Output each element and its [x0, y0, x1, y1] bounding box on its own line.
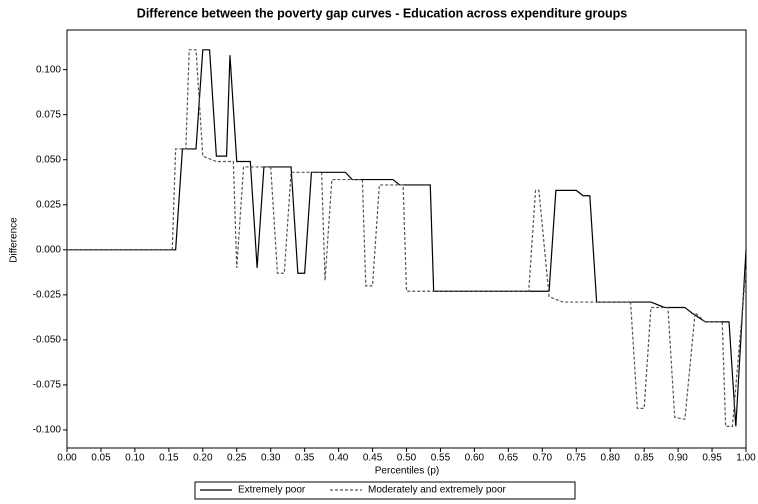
- x-tick-label: 0.45: [363, 453, 383, 464]
- x-tick-label: 0.90: [668, 453, 688, 464]
- x-tick-label: 0.05: [91, 453, 111, 464]
- x-tick-label: 0.25: [227, 453, 247, 464]
- y-tick-label: 0.050: [36, 154, 61, 165]
- legend-label: Moderately and extremely poor: [368, 485, 507, 496]
- x-tick-label: 0.75: [567, 453, 587, 464]
- series-line: [67, 49, 747, 427]
- y-tick-label: -0.100: [33, 425, 62, 436]
- x-tick-label: 0.80: [600, 453, 620, 464]
- x-tick-label: 0.60: [465, 453, 485, 464]
- y-axis-label: Difference: [9, 217, 20, 263]
- x-tick-label: 0.85: [634, 453, 654, 464]
- x-tick-label: 0.20: [193, 453, 213, 464]
- y-tick-label: 0.100: [36, 64, 61, 75]
- x-tick-label: 0.95: [702, 453, 722, 464]
- x-tick-label: 0.35: [295, 453, 315, 464]
- x-tick-label: 0.70: [533, 453, 553, 464]
- chart-title: Difference between the poverty gap curve…: [137, 6, 627, 20]
- y-tick-label: -0.075: [33, 380, 62, 391]
- x-tick-label: 0.30: [261, 453, 281, 464]
- x-tick-label: 0.00: [57, 453, 77, 464]
- y-tick-label: 0.000: [36, 244, 61, 255]
- x-tick-label: 0.15: [159, 453, 179, 464]
- x-tick-label: 0.55: [431, 453, 451, 464]
- x-tick-label: 0.10: [125, 453, 145, 464]
- y-tick-label: 0.075: [36, 109, 61, 120]
- x-tick-label: 0.40: [329, 453, 349, 464]
- plot-frame: [66, 29, 747, 449]
- x-tick-label: 1.00: [736, 453, 756, 464]
- y-tick-label: 0.025: [36, 199, 61, 210]
- y-tick-label: -0.050: [33, 335, 62, 346]
- legend-box: [194, 481, 576, 500]
- series-line: [67, 49, 747, 427]
- legend-label: Extremely poor: [238, 485, 306, 496]
- x-axis-label: Percentiles (p): [375, 466, 439, 477]
- y-tick-label: -0.025: [33, 289, 62, 300]
- x-tick-label: 0.65: [499, 453, 519, 464]
- x-tick-label: 0.50: [397, 453, 417, 464]
